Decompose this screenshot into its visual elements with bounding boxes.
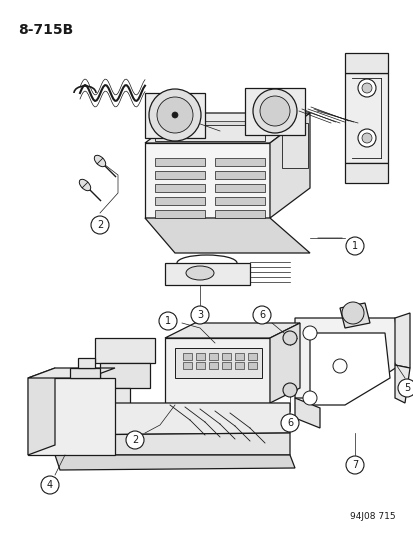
Polygon shape: [214, 184, 264, 192]
Polygon shape: [221, 362, 230, 369]
Polygon shape: [154, 197, 204, 205]
Polygon shape: [50, 418, 55, 455]
Circle shape: [171, 112, 178, 118]
Polygon shape: [154, 210, 204, 218]
Polygon shape: [209, 362, 218, 369]
Polygon shape: [214, 171, 264, 179]
Circle shape: [190, 306, 209, 324]
Polygon shape: [244, 88, 304, 135]
Polygon shape: [154, 125, 264, 141]
Polygon shape: [294, 318, 399, 398]
Circle shape: [357, 79, 375, 97]
Circle shape: [91, 216, 109, 234]
Polygon shape: [165, 338, 269, 403]
Polygon shape: [235, 353, 243, 360]
Text: 8-715B: 8-715B: [18, 23, 73, 37]
Polygon shape: [100, 363, 150, 388]
Circle shape: [159, 312, 177, 330]
Polygon shape: [269, 113, 309, 218]
Polygon shape: [195, 353, 204, 360]
Polygon shape: [339, 303, 369, 328]
Ellipse shape: [185, 266, 214, 280]
Polygon shape: [95, 338, 154, 363]
Polygon shape: [28, 368, 115, 378]
Text: 2: 2: [97, 220, 103, 230]
Circle shape: [282, 331, 296, 345]
Text: 4: 4: [47, 480, 53, 490]
Text: 6: 6: [286, 418, 292, 428]
Polygon shape: [165, 323, 299, 338]
Polygon shape: [214, 158, 264, 166]
Polygon shape: [394, 313, 409, 368]
Text: 6: 6: [258, 310, 264, 320]
Circle shape: [252, 306, 271, 324]
Polygon shape: [183, 353, 192, 360]
Circle shape: [345, 456, 363, 474]
Polygon shape: [145, 93, 204, 138]
Circle shape: [361, 133, 371, 143]
Circle shape: [149, 89, 201, 141]
Circle shape: [345, 237, 363, 255]
Polygon shape: [154, 171, 204, 179]
Polygon shape: [154, 158, 204, 166]
Polygon shape: [175, 348, 261, 378]
Text: 2: 2: [132, 435, 138, 445]
Circle shape: [41, 476, 59, 494]
Polygon shape: [214, 197, 264, 205]
Polygon shape: [235, 362, 243, 369]
Polygon shape: [175, 121, 254, 125]
Polygon shape: [145, 218, 309, 253]
Polygon shape: [281, 123, 307, 168]
Circle shape: [126, 431, 144, 449]
Polygon shape: [344, 53, 387, 73]
Polygon shape: [269, 323, 299, 403]
Circle shape: [357, 129, 375, 147]
Circle shape: [157, 97, 192, 133]
Polygon shape: [154, 184, 204, 192]
Polygon shape: [183, 362, 192, 369]
Circle shape: [397, 379, 413, 397]
Polygon shape: [247, 362, 256, 369]
Circle shape: [259, 96, 289, 126]
Polygon shape: [394, 365, 409, 403]
Text: 7: 7: [351, 460, 357, 470]
Circle shape: [252, 89, 296, 133]
Text: 5: 5: [403, 383, 409, 393]
Text: 1: 1: [164, 316, 171, 326]
Polygon shape: [195, 362, 204, 369]
Polygon shape: [214, 210, 264, 218]
Polygon shape: [165, 263, 249, 285]
Polygon shape: [50, 403, 289, 435]
Circle shape: [302, 326, 316, 340]
Polygon shape: [247, 353, 256, 360]
Polygon shape: [344, 163, 387, 183]
Ellipse shape: [79, 179, 90, 191]
Polygon shape: [309, 333, 389, 405]
Text: 3: 3: [197, 310, 202, 320]
Circle shape: [341, 302, 363, 324]
Polygon shape: [55, 433, 289, 455]
Polygon shape: [209, 353, 218, 360]
Text: 94J08 715: 94J08 715: [349, 512, 395, 521]
Polygon shape: [145, 113, 309, 143]
Circle shape: [282, 383, 296, 397]
Polygon shape: [95, 388, 130, 413]
Circle shape: [302, 391, 316, 405]
Polygon shape: [344, 73, 387, 163]
Polygon shape: [28, 368, 55, 455]
Polygon shape: [78, 358, 95, 368]
Polygon shape: [55, 455, 294, 470]
Circle shape: [280, 414, 298, 432]
Polygon shape: [294, 398, 319, 428]
Polygon shape: [145, 143, 269, 218]
Polygon shape: [70, 368, 100, 378]
Ellipse shape: [94, 155, 105, 167]
Text: 1: 1: [351, 241, 357, 251]
Polygon shape: [28, 378, 115, 455]
Circle shape: [332, 359, 346, 373]
Polygon shape: [221, 353, 230, 360]
Circle shape: [361, 83, 371, 93]
